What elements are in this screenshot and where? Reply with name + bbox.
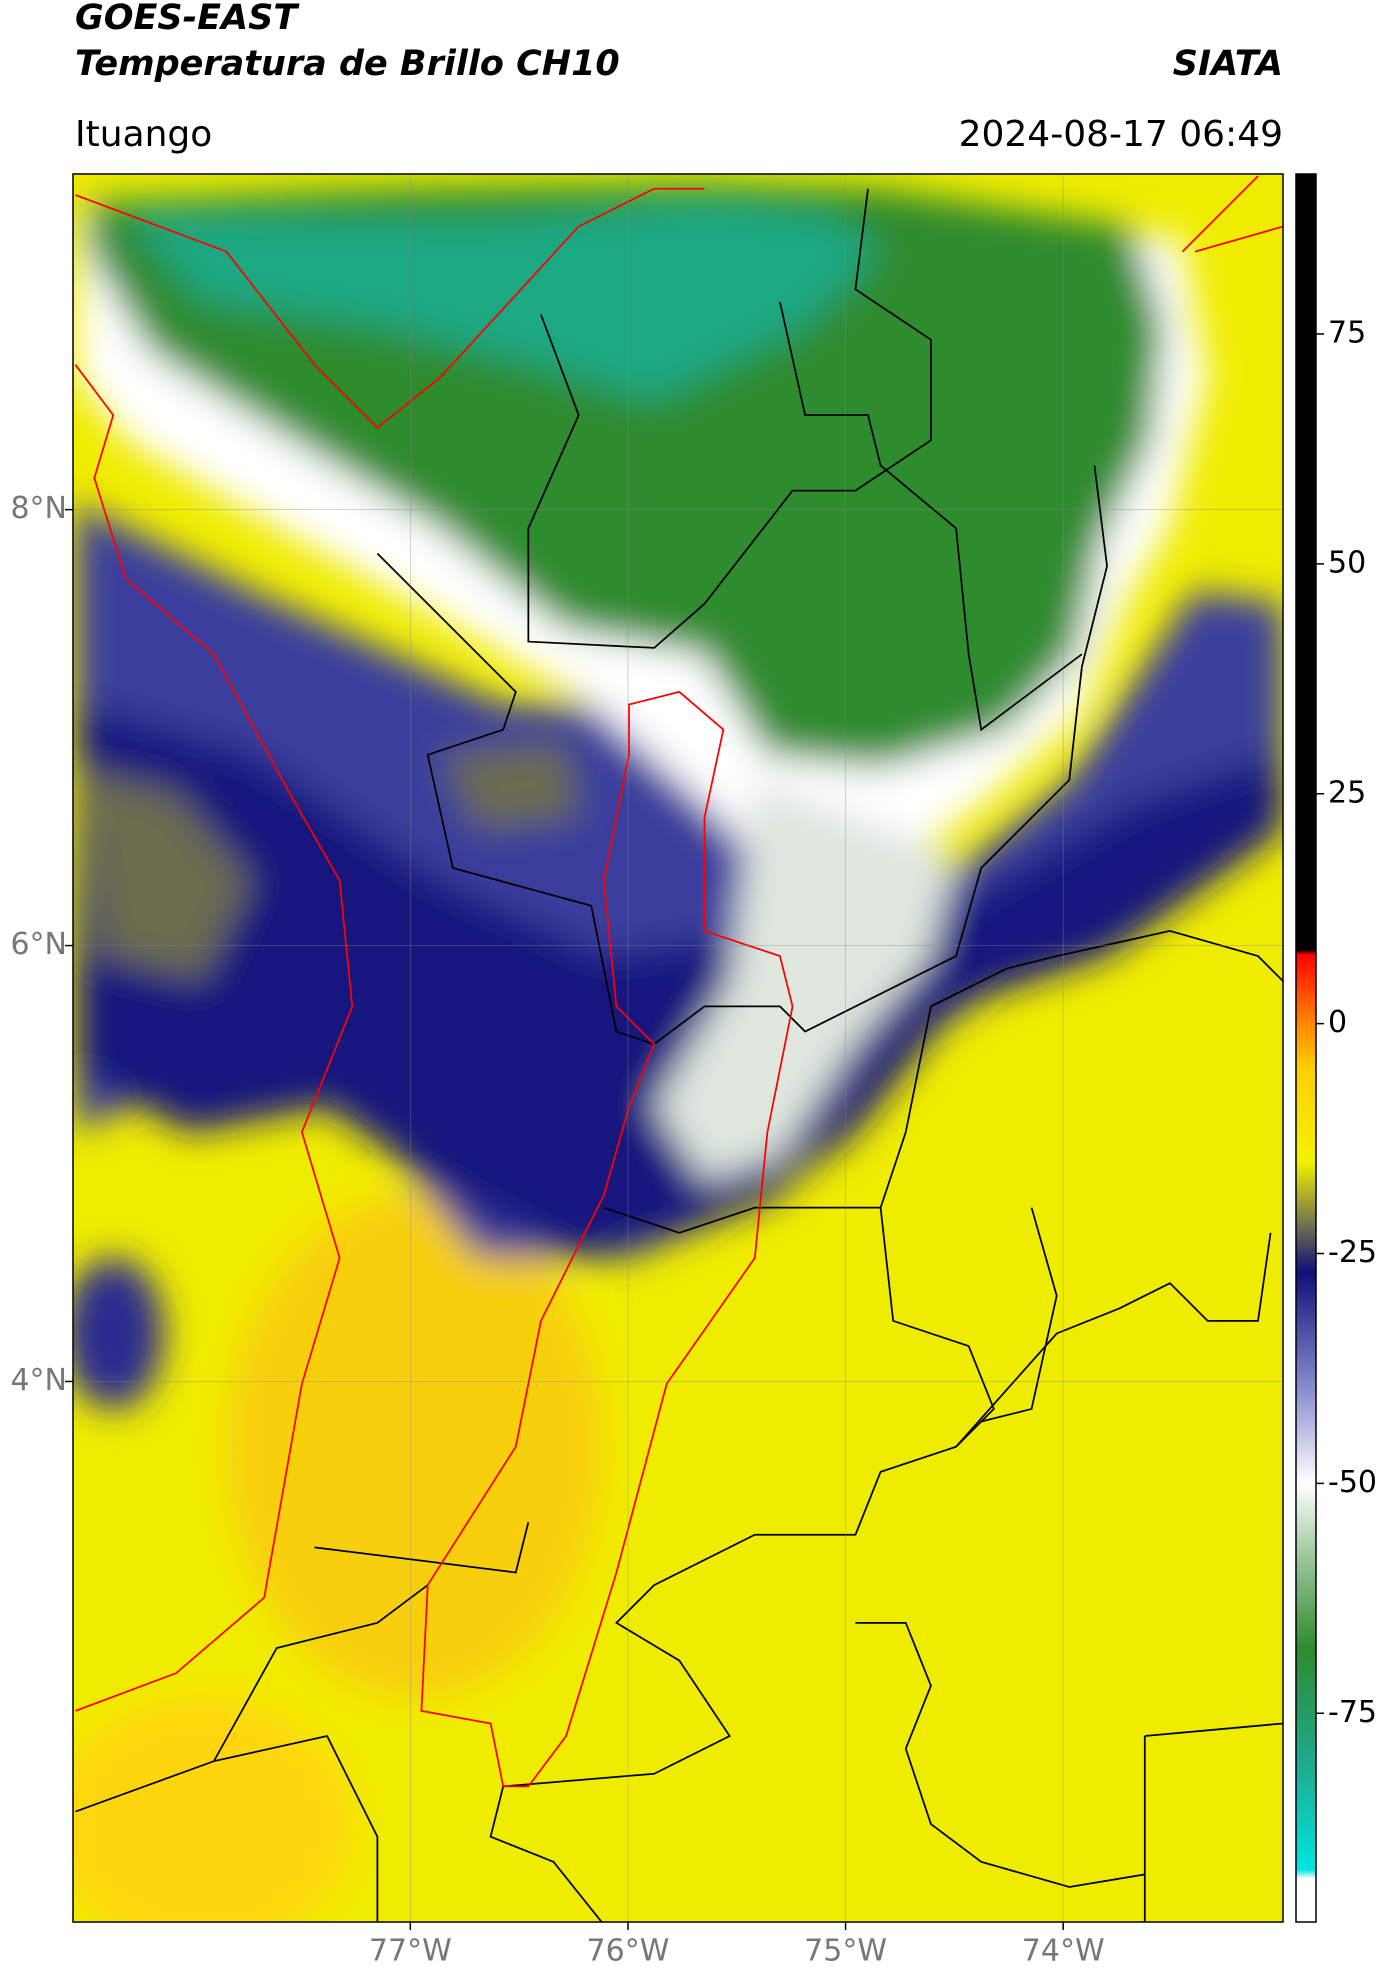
source: SIATA bbox=[1173, 44, 1283, 84]
lon-tick-label: 74°W bbox=[1022, 1934, 1105, 1969]
lon-tick-label: 75°W bbox=[804, 1934, 887, 1969]
lon-tick-label: 77°W bbox=[369, 1934, 452, 1969]
map-image bbox=[73, 174, 1283, 1922]
location: Ituango bbox=[75, 114, 212, 155]
colorbar-tick-label: 75 bbox=[1328, 315, 1366, 350]
title: GOES-EAST bbox=[75, 0, 300, 38]
lat-tick-label: 6°N bbox=[10, 927, 67, 962]
lat-tick-label: 8°N bbox=[10, 491, 67, 526]
datetime: 2024-08-17 06:49 bbox=[959, 114, 1283, 155]
colorbar-tick-label: 0 bbox=[1328, 1005, 1347, 1040]
lon-tick-label: 76°W bbox=[587, 1934, 670, 1969]
lat-tick-label: 4°N bbox=[10, 1363, 67, 1398]
colorbar bbox=[1295, 173, 1317, 1923]
colorbar-tick-label: 25 bbox=[1328, 775, 1366, 810]
subtitle: Temperatura de Brillo CH10 bbox=[75, 44, 620, 84]
map-frame bbox=[72, 173, 1284, 1923]
colorbar-tick-label: 50 bbox=[1328, 545, 1366, 580]
colorbar-tick-label: -25 bbox=[1328, 1235, 1377, 1270]
colorbar-tick-label: -75 bbox=[1328, 1695, 1377, 1730]
colorbar-tick-label: -50 bbox=[1328, 1465, 1377, 1500]
